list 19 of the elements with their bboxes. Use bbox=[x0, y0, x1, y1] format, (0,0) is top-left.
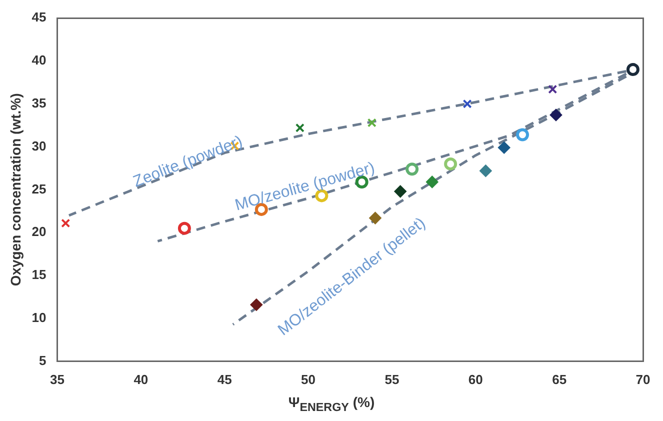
x-tick-label: 45 bbox=[217, 372, 232, 387]
x-tick-label: 40 bbox=[134, 372, 148, 387]
x-axis-title: Ψ$_{ENERGY}$ (%) bbox=[287, 394, 376, 414]
y-tick-label: 40 bbox=[32, 52, 46, 68]
x-tick-label: 55 bbox=[384, 372, 400, 387]
y-tick-label: 5 bbox=[39, 352, 46, 368]
x-tick-label: 35 bbox=[50, 372, 64, 387]
x-tick-label: 70 bbox=[636, 372, 650, 387]
y-tick-label: 35 bbox=[32, 95, 46, 110]
y-tick-label: 30 bbox=[32, 138, 46, 154]
x-tick-label: 50 bbox=[301, 372, 316, 387]
y-tick-label: 20 bbox=[32, 224, 46, 240]
y-tick-label: 25 bbox=[32, 181, 46, 196]
y-tick-label: 10 bbox=[32, 310, 46, 326]
y-tick-label: 15 bbox=[32, 267, 46, 282]
y-axis-title: Oxygen concentration (wt.%) bbox=[7, 93, 24, 286]
x-tick-label: 65 bbox=[552, 372, 567, 387]
x-tick-label: 60 bbox=[468, 372, 483, 387]
y-tick-label: 45 bbox=[32, 10, 46, 25]
